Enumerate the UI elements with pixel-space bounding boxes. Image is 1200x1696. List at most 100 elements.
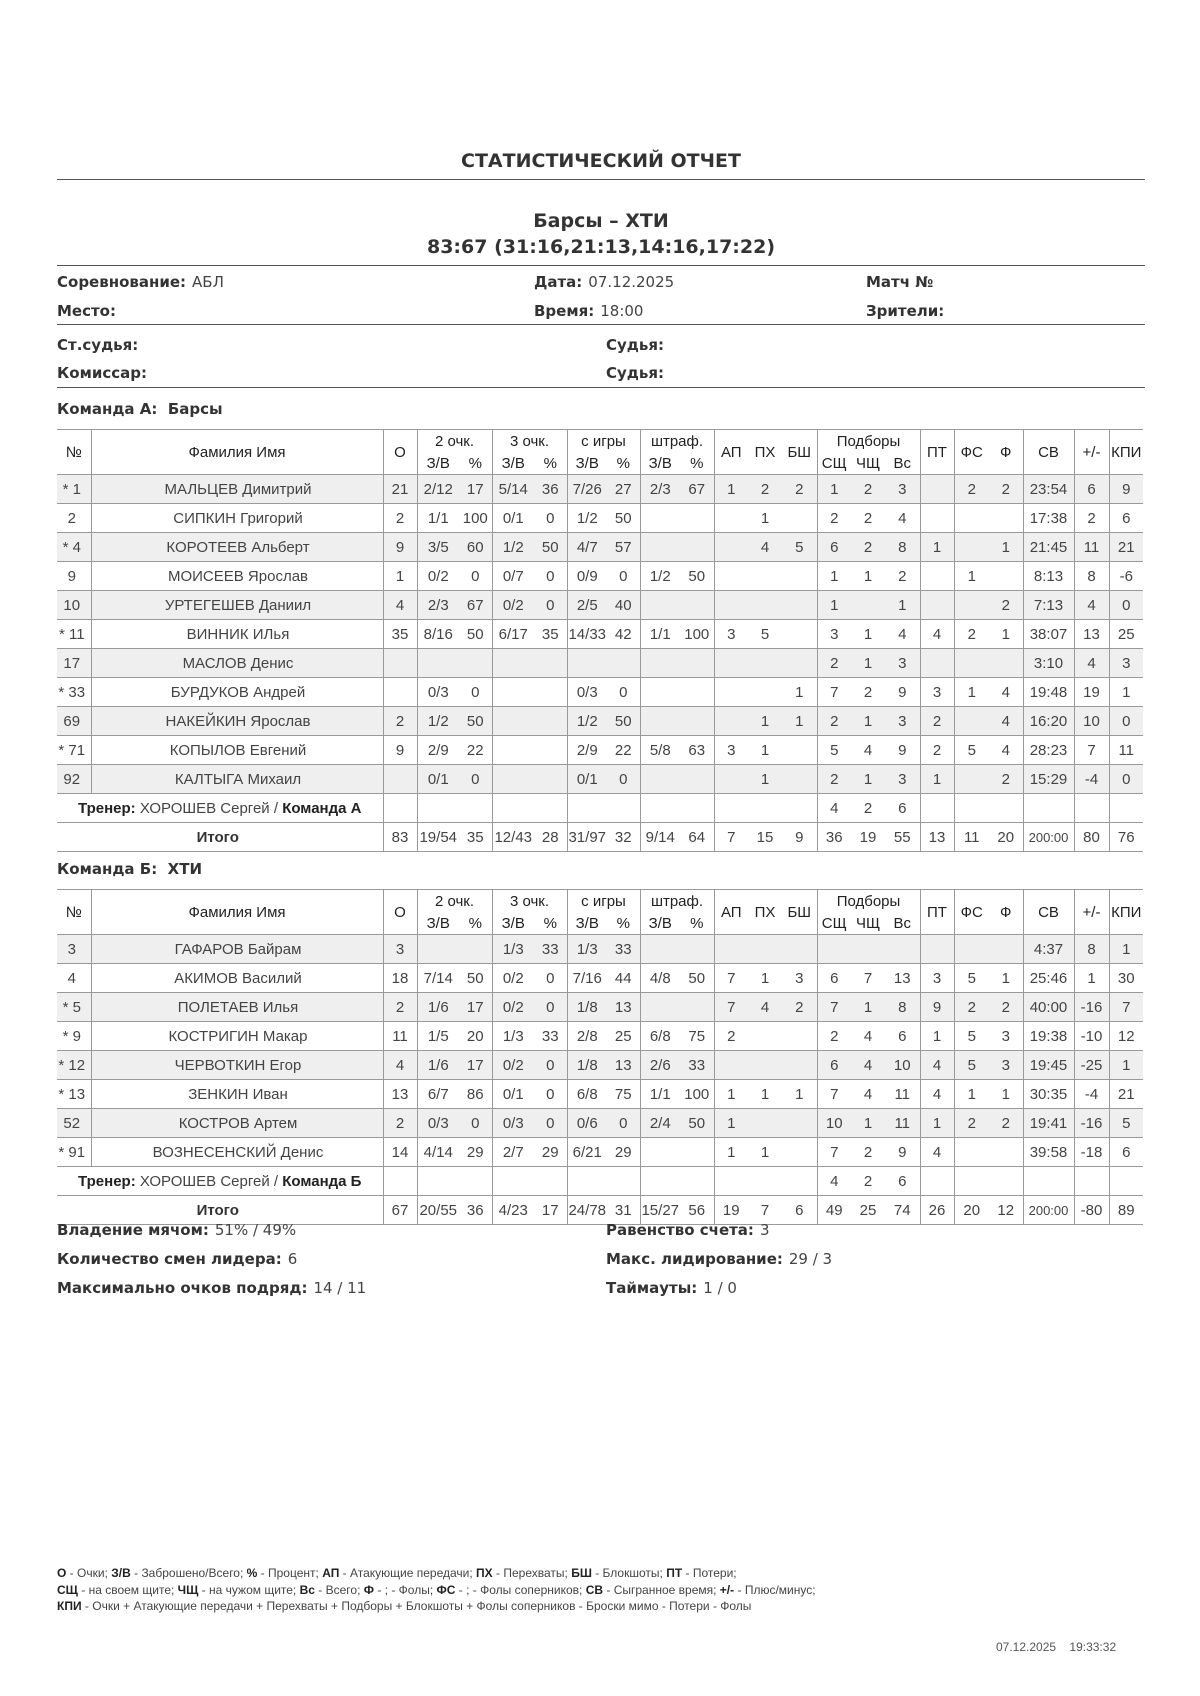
cell-3pt-pct: 17: [534, 1195, 567, 1225]
player-row: * 4 КОРОТЕЕВ Альберт 9 3/5 60 1/2 50 4/7 57 4 5 6 2 8…: [57, 532, 1143, 562]
player-row: 10 УРТЕГЕШЕВ Даниил 4 2/3 67 0/2 0 2/5 40 1 1 2 7:13…: [57, 590, 1143, 620]
cell-treb: 11: [885, 1108, 920, 1138]
cell-fg-pct: 40: [607, 590, 640, 620]
cell-pts: 2: [382, 706, 417, 736]
cell-2pt-made: 0/3: [416, 1108, 459, 1138]
cell-stl: 15: [748, 822, 782, 852]
header-min: СВ: [1022, 889, 1074, 935]
legend-abbr: БШ: [571, 1566, 592, 1580]
cell-stl: [748, 934, 782, 964]
cell-ast: [713, 677, 748, 707]
cell-fd: [953, 648, 989, 678]
timeouts-value: 1 / 0: [703, 1279, 737, 1297]
cell-ft-made: 15/27: [639, 1195, 680, 1225]
legend-abbr: О: [57, 1566, 67, 1580]
cell-plus-minus: -4: [1073, 764, 1109, 794]
cell-2pt-made: [416, 934, 459, 964]
header-pct: %: [680, 452, 714, 475]
header-fg: с игры: [566, 429, 640, 452]
cell-to: [919, 561, 954, 591]
cell-min: 23:54: [1022, 474, 1074, 504]
cell-treb: 9: [885, 677, 920, 707]
cell-oreb: 4: [851, 1050, 885, 1080]
cell-fd: [953, 1137, 989, 1167]
legend-abbr: Ф: [363, 1582, 375, 1597]
cell-pts: 2: [382, 1108, 417, 1138]
number-value: 13: [68, 1085, 86, 1103]
cell-fg-pct: 13: [607, 992, 640, 1022]
cell-ft-pct: 75: [680, 1021, 714, 1051]
cell-pts: 21: [382, 474, 417, 504]
number-value: 4: [72, 538, 81, 556]
cell-to: [919, 648, 954, 678]
cell-fg-made: 6/21: [566, 1137, 607, 1167]
cell-fd: 1: [953, 1079, 989, 1109]
cell-eff: 89: [1108, 1195, 1143, 1225]
max-run-field: Максимально очков подряд: 14 / 11: [57, 1279, 366, 1297]
player-name: ВИННИК ИЛья: [90, 619, 383, 649]
header-dreb: СЩ: [816, 452, 851, 475]
header-name: Фамилия Имя: [90, 889, 383, 935]
commissioner-field: Комиссар:: [57, 364, 147, 382]
match-score: 83:67 (31:16,21:13,14:16,17:22): [426, 236, 776, 258]
cell-fd: 2: [953, 1108, 989, 1138]
starter-mark: *: [62, 998, 69, 1016]
legend-abbr: З/В: [111, 1566, 131, 1580]
cell-stl: 1: [748, 1137, 782, 1167]
cell-pts: 9: [382, 735, 417, 765]
number-value: 33: [68, 683, 86, 701]
cell-ast: 7: [713, 963, 748, 993]
cell-3pt-made: 0/2: [491, 590, 534, 620]
number-value: 91: [68, 1143, 86, 1161]
cell-dreb: 7: [816, 1079, 851, 1109]
cell-3pt-made: 5/14: [491, 474, 534, 504]
cell-to: [919, 474, 954, 504]
cell-oreb: 1: [851, 619, 885, 649]
cell-ft-made: 1/2: [639, 561, 680, 591]
cell-fg-pct: 44: [607, 963, 640, 993]
cell-pf: 3: [989, 1050, 1023, 1080]
cell-stl: [748, 648, 782, 678]
cell-eff: 0: [1108, 706, 1143, 736]
cell-fg-made: [566, 1166, 607, 1196]
cell-fg-pct: 50: [607, 706, 640, 736]
coach-name: ХОРОШЕВ Сергей: [139, 799, 270, 817]
player-row: * 11 ВИННИК ИЛья 35 8/16 50 6/17 35 14/33 42 1/1 1…: [57, 619, 1143, 649]
cell-2pt-pct: 50: [459, 963, 492, 993]
cell-3pt-made: 1/3: [491, 1021, 534, 1051]
cell-2pt-made: [416, 1166, 459, 1196]
total-row: Итого 67 20/55 36 4/23 17 24/78 31 15/27 56 19 7 6 49…: [57, 1195, 1143, 1225]
cell-ft-pct: [680, 648, 714, 678]
competition-value: АБЛ: [192, 273, 224, 291]
header-three: 3 очк.: [491, 429, 567, 452]
number-value: 52: [63, 1114, 81, 1132]
cell-3pt-pct: [534, 735, 567, 765]
cell-3pt-pct: 33: [534, 934, 567, 964]
cell-pts: 18: [382, 963, 417, 993]
cell-fg-pct: 0: [607, 764, 640, 794]
team-a-stats-table: № Фамилия Имя О 2 очк. 3 очк. с игры штраф. АП П…: [57, 429, 1143, 852]
team-a-label: Команда А: Барсы: [57, 400, 223, 418]
cell-3pt-pct: 0: [534, 963, 567, 993]
cell-fd: 5: [953, 735, 989, 765]
player-name: ВОЗНЕСЕНСКИЙ Денис: [90, 1137, 383, 1167]
cell-eff: 25: [1108, 619, 1143, 649]
player-row: * 9 КОСТРИГИН Макар 11 1/5 20 1/3 33 2/8 25 6/8 75…: [57, 1021, 1143, 1051]
cell-3pt-pct: [534, 764, 567, 794]
cell-oreb: 7: [851, 963, 885, 993]
cell-to: 3: [919, 677, 954, 707]
cell-eff: [1108, 793, 1143, 823]
cell-pf: [989, 793, 1023, 823]
legend-desc: Процент;: [268, 1566, 323, 1580]
cell-2pt-pct: 17: [459, 474, 492, 504]
cell-ast: 7: [713, 992, 748, 1022]
cell-3pt-made: [491, 735, 534, 765]
player-row: 69 НАКЕЙКИН Ярослав 2 1/2 50 1/2 50 1 1 2 1 3 2 4 16:2…: [57, 706, 1143, 736]
cell-oreb: 1: [851, 992, 885, 1022]
cell-min: 25:46: [1022, 963, 1074, 993]
cell-min: 4:37: [1022, 934, 1074, 964]
legend-desc: Перехваты;: [503, 1566, 572, 1580]
cell-fd: 2: [953, 474, 989, 504]
cell-to: 1: [919, 1021, 954, 1051]
cell-blk: [782, 793, 817, 823]
